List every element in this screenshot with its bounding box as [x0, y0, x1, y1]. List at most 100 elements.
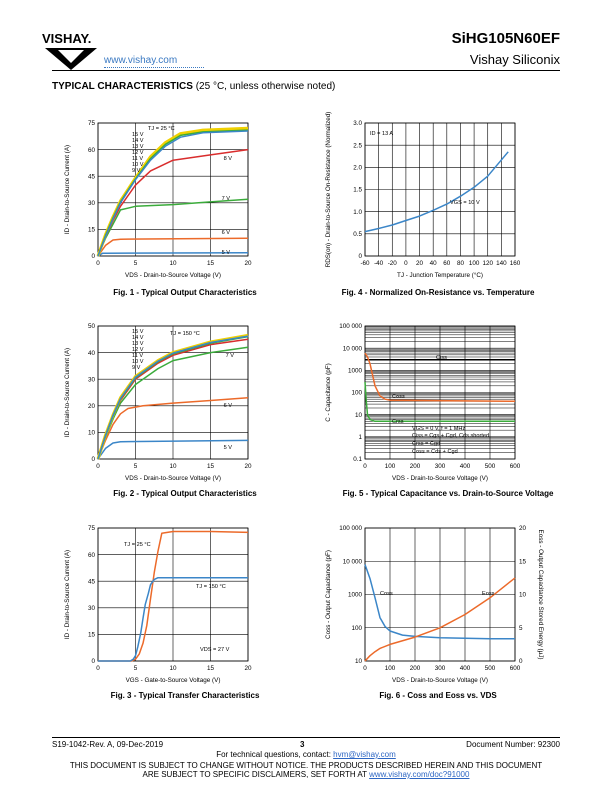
y-tick-label: 30 — [88, 376, 96, 383]
x-tick-label: 0 — [96, 463, 100, 470]
chart-fig5: 0 100 200 300 400 500 600 0.1 1 10 100 1000 10 000 10… — [325, 323, 521, 482]
vishay-logo: VISHAY. — [42, 31, 97, 70]
disclaimer-line-2: ARE SUBJECT TO SPECIFIC DISCLAIMERS, SET… — [0, 770, 612, 779]
chart-annotation: 8 V — [224, 156, 233, 162]
disclaimer-line-1: THIS DOCUMENT IS SUBJECT TO CHANGE WITHO… — [69, 761, 543, 770]
chart-annotation: Ciss = Cgs + Cgd, Cds shorted — [412, 433, 489, 439]
y-tick-label: 40 — [88, 350, 96, 357]
y2-axis-label: Eoss - Output Capacitance Stored Energy … — [537, 530, 544, 660]
x-axis-label: VDS - Drain-to-Source Voltage (V) — [392, 677, 488, 684]
y-axis-label: Coss - Output Capacitance (pF) — [325, 550, 332, 639]
url-dotted-rule — [104, 67, 204, 68]
chart-annotation: 6 V — [222, 230, 231, 236]
x-tick-label: 100 — [385, 463, 396, 470]
x-tick-label: 300 — [435, 463, 446, 470]
chart-annotation: 13 V — [132, 341, 144, 347]
y-tick-label: 75 — [88, 525, 96, 532]
document-number: Document Number: 92300 — [466, 740, 560, 749]
series-line-0 — [364, 564, 515, 640]
x-tick-label: -40 — [374, 260, 384, 267]
chart-annotation: 13 V — [132, 144, 144, 150]
caption-fig5: Fig. 5 - Typical Capacitance vs. Drain-t… — [342, 489, 554, 498]
series-line-1 — [98, 576, 248, 662]
header-rule — [52, 70, 560, 71]
y-tick-label: 1.0 — [353, 209, 362, 216]
chart-annotation: 11 V — [132, 156, 143, 162]
chart-annotation: 15 V — [132, 329, 144, 335]
x-tick-label: 5 — [134, 260, 138, 267]
x-tick-label: 500 — [485, 665, 496, 672]
chart-annotation: 10 V — [132, 359, 144, 365]
x-tick-label: 0 — [96, 260, 100, 267]
x-tick-label: 0 — [363, 463, 367, 470]
series-line-2 — [97, 198, 249, 257]
logo-text: VISHAY. — [42, 31, 91, 46]
chart-annotation: Coss — [392, 394, 405, 400]
series-line-0 — [364, 151, 509, 233]
y-tick-label: 0.5 — [353, 231, 362, 238]
y-tick-label: 3.0 — [353, 120, 362, 127]
chart-annotation: VGS = 0 V, f = 1 MHz — [412, 426, 465, 432]
tech-contact: For technical questions, contact: hvm@vi… — [0, 750, 612, 759]
section-title-main: TYPICAL CHARACTERISTICS — [52, 81, 193, 92]
chart-annotation: 5 V — [224, 445, 233, 451]
x-tick-label: 160 — [510, 260, 521, 267]
tech-email-link[interactable]: hvm@vishay.com — [333, 750, 396, 759]
y-tick-label: 0 — [91, 253, 95, 260]
series-line-2 — [364, 381, 515, 423]
chart-fig3: 0 5 10 15 20 0 15 30 45 60 75 VGS - Gate-to-Source … — [64, 525, 252, 684]
chart-annotation: 14 V — [132, 138, 144, 144]
y-tick-label: 50 — [88, 323, 96, 330]
chart-annotation: Eoss — [482, 591, 495, 597]
series-line-1 — [364, 577, 516, 662]
chart-annotation: 5 V — [222, 250, 231, 256]
x-tick-label: 15 — [207, 463, 215, 470]
plot-frame — [97, 122, 249, 257]
x-axis-label: VDS - Drain-to-Source Voltage (V) — [125, 475, 221, 482]
x-tick-label: 10 — [169, 665, 177, 672]
y-tick-label: 100 000 — [339, 525, 362, 532]
x-tick-label: 20 — [244, 665, 252, 672]
y2-tick-label: 20 — [519, 525, 527, 532]
x-tick-label: 140 — [496, 260, 507, 267]
series-line-6 — [97, 335, 249, 460]
y-axis-label: ID - Drain-to-Source Current (A) — [64, 348, 71, 437]
x-tick-label: 500 — [485, 463, 496, 470]
chart-fig4: -60 -40 -20 0 20 40 60 80 100 120 140 160 0 0.5 1.0 1.5… — [325, 112, 521, 279]
chart-fig1: 0 5 10 15 20 0 15 30 45 60 75 VDS - Drain-to-Source… — [64, 120, 252, 279]
disclaimer-link[interactable]: www.vishay.com/doc?91000 — [369, 770, 470, 779]
y-tick-label: 100 000 — [339, 323, 362, 330]
chart-annotation: TJ = 150 °C — [170, 331, 200, 337]
x-tick-label: 300 — [435, 665, 446, 672]
x-axis-label: VDS - Drain-to-Source Voltage (V) — [125, 272, 221, 279]
section-title-note: (25 °C, unless otherwise noted) — [195, 81, 336, 92]
y-tick-label: 0 — [91, 456, 95, 463]
y-tick-label: 1000 — [348, 592, 363, 599]
caption-fig1: Fig. 1 - Typical Output Characteristics — [113, 288, 257, 297]
y-tick-label: 45 — [88, 173, 96, 180]
y-axis-label: ID - Drain-to-Source Current (A) — [64, 550, 71, 639]
y-tick-label: 60 — [88, 147, 96, 154]
chart-annotation: TJ = 25 °C — [148, 126, 175, 132]
y-tick-label: 30 — [88, 200, 96, 207]
y-tick-label: 100 — [351, 625, 362, 632]
chart-annotation: 15 V — [132, 132, 144, 138]
x-tick-label: 120 — [482, 260, 493, 267]
y-tick-label: 2.0 — [353, 165, 362, 172]
caption-fig2: Fig. 2 - Typical Output Characteristics — [113, 489, 257, 498]
chart-annotation: TJ = 150 °C — [196, 584, 226, 590]
x-tick-label: 5 — [134, 665, 138, 672]
x-axis-label: VDS - Drain-to-Source Voltage (V) — [392, 475, 488, 482]
vishay-url[interactable]: www.vishay.com — [104, 55, 178, 66]
chart-annotation: 9 V — [132, 168, 141, 174]
page-number: 3 — [300, 740, 305, 749]
doc-revision: S19-1042-Rev. A, 09-Dec-2019 — [52, 740, 164, 749]
caption-fig6: Fig. 6 - Coss and Eoss vs. VDS — [379, 691, 497, 700]
y-tick-label: 1.5 — [353, 187, 362, 194]
plot-frame — [97, 325, 249, 460]
chart-annotation: VGS = 10 V — [450, 200, 480, 206]
y-tick-label: 1000 — [348, 368, 363, 375]
chart-annotation: 12 V — [132, 150, 144, 156]
plot-frame — [364, 527, 516, 662]
